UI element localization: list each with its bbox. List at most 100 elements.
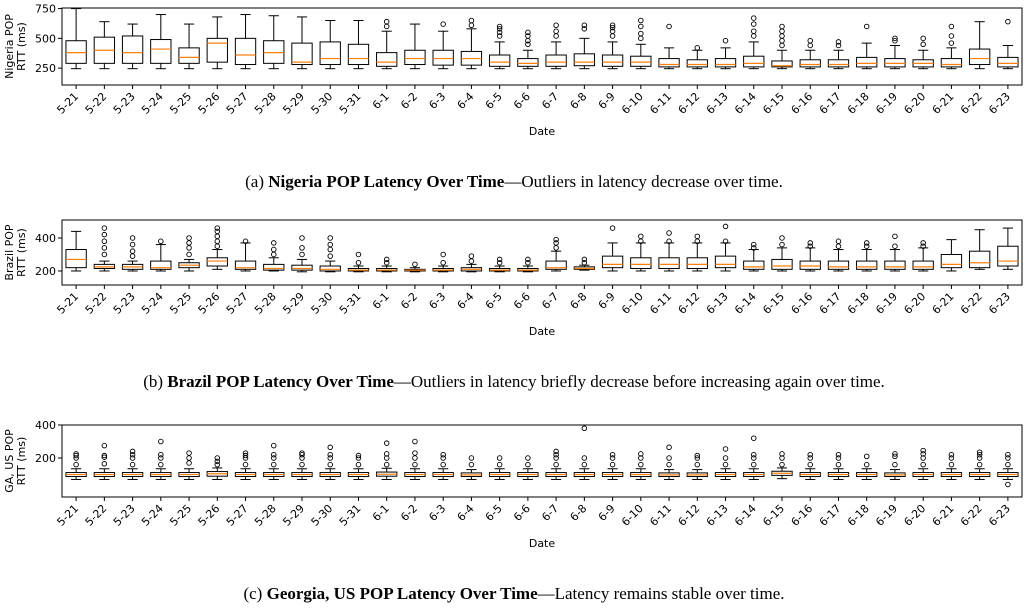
x-tick-label: 6-18: [845, 90, 872, 117]
outlier: [101, 452, 108, 459]
outlier: [779, 42, 785, 49]
box: [714, 58, 737, 68]
outlier: [638, 451, 644, 457]
outlier: [214, 228, 221, 235]
caption-label: (b): [143, 372, 163, 391]
x-tick-label: 6-15: [760, 90, 787, 117]
outlier: [666, 461, 672, 468]
outlier: [496, 29, 503, 36]
outlier: [525, 256, 531, 263]
x-tick-label: 5-22: [83, 90, 110, 117]
x-tick-label: 6-8: [568, 290, 590, 312]
x-tick-label: 5-22: [83, 290, 110, 317]
outlier: [694, 45, 701, 51]
box: [263, 263, 285, 271]
outlier: [892, 243, 898, 249]
outlier: [609, 451, 616, 458]
x-tick-label: 6-17: [817, 502, 844, 529]
outlier: [299, 235, 305, 241]
outlier: [496, 33, 503, 39]
box: [206, 37, 228, 63]
outlier: [214, 458, 221, 465]
outlier: [271, 455, 277, 461]
outlier: [412, 461, 418, 468]
box: [799, 59, 821, 68]
outlier: [638, 233, 644, 240]
outlier: [383, 18, 390, 25]
outlier: [751, 455, 757, 461]
outlier: [383, 461, 390, 468]
box: [601, 54, 624, 67]
box: [827, 59, 850, 68]
outlier: [412, 455, 418, 461]
outlier: [327, 451, 333, 458]
outlier: [892, 461, 898, 468]
outlier: [609, 225, 616, 231]
x-tick-label: 6-1: [370, 502, 392, 524]
x-tick-label: 6-7: [539, 90, 561, 112]
outlier: [779, 241, 785, 248]
outlier: [920, 35, 926, 42]
outlier: [553, 33, 559, 39]
x-tick-label: 6-9: [596, 290, 618, 312]
outlier: [355, 251, 362, 258]
outlier: [440, 251, 446, 258]
outlier: [948, 451, 955, 458]
x-tick-label: 5-21: [54, 90, 81, 117]
outlier: [948, 23, 955, 30]
outlier: [807, 42, 813, 49]
y-axis-label: RTT (ms): [15, 22, 28, 71]
outlier: [892, 35, 898, 42]
x-tick-label: 5-27: [224, 290, 251, 317]
outlier: [468, 17, 475, 24]
outlier: [609, 28, 616, 34]
x-tick-label: 5-21: [54, 502, 81, 529]
x-tick-label: 6-16: [789, 502, 816, 529]
x-tick-label: 5-28: [252, 502, 279, 529]
outlier: [468, 461, 475, 468]
x-tick-label: 6-5: [483, 290, 505, 312]
x-tick-label: 6-2: [398, 90, 420, 112]
box: [686, 59, 708, 68]
outlier: [355, 259, 362, 266]
outlier: [553, 448, 559, 455]
outlier: [355, 452, 362, 459]
x-tick-label: 6-2: [398, 290, 420, 312]
outlier: [242, 461, 249, 468]
x-tick-label: 5-27: [224, 502, 251, 529]
outlier: [609, 461, 616, 468]
x-tick-label: 6-12: [676, 90, 703, 117]
outlier: [186, 235, 192, 241]
y-tick-label: 400: [35, 419, 56, 432]
x-tick-label: 6-20: [901, 290, 928, 317]
outlier: [553, 22, 559, 29]
outlier: [214, 455, 221, 461]
outlier: [1005, 455, 1011, 461]
box: [968, 48, 991, 66]
box: [658, 58, 680, 68]
outlier: [751, 33, 757, 39]
outlier: [440, 461, 446, 468]
x-tick-label: 5-26: [196, 90, 223, 117]
outlier: [468, 22, 475, 29]
outlier: [807, 451, 813, 458]
outlier: [694, 233, 701, 240]
outlier: [496, 455, 503, 461]
outlier: [581, 461, 588, 468]
y-tick-label: 200: [35, 265, 56, 278]
x-tick-label: 6-4: [455, 502, 477, 524]
outlier: [327, 253, 333, 259]
outlier: [751, 241, 757, 248]
x-tick-label: 6-22: [958, 90, 985, 117]
x-tick-label: 6-15: [760, 502, 787, 529]
x-tick-label: 6-14: [732, 290, 759, 317]
x-tick-label: 6-6: [511, 90, 533, 112]
x-tick-label: 6-6: [511, 502, 533, 524]
x-tick-label: 5-30: [309, 290, 336, 317]
outlier: [525, 41, 531, 48]
outlier: [581, 26, 588, 32]
outlier: [383, 451, 390, 457]
outlier: [638, 461, 644, 468]
outlier: [835, 39, 842, 45]
